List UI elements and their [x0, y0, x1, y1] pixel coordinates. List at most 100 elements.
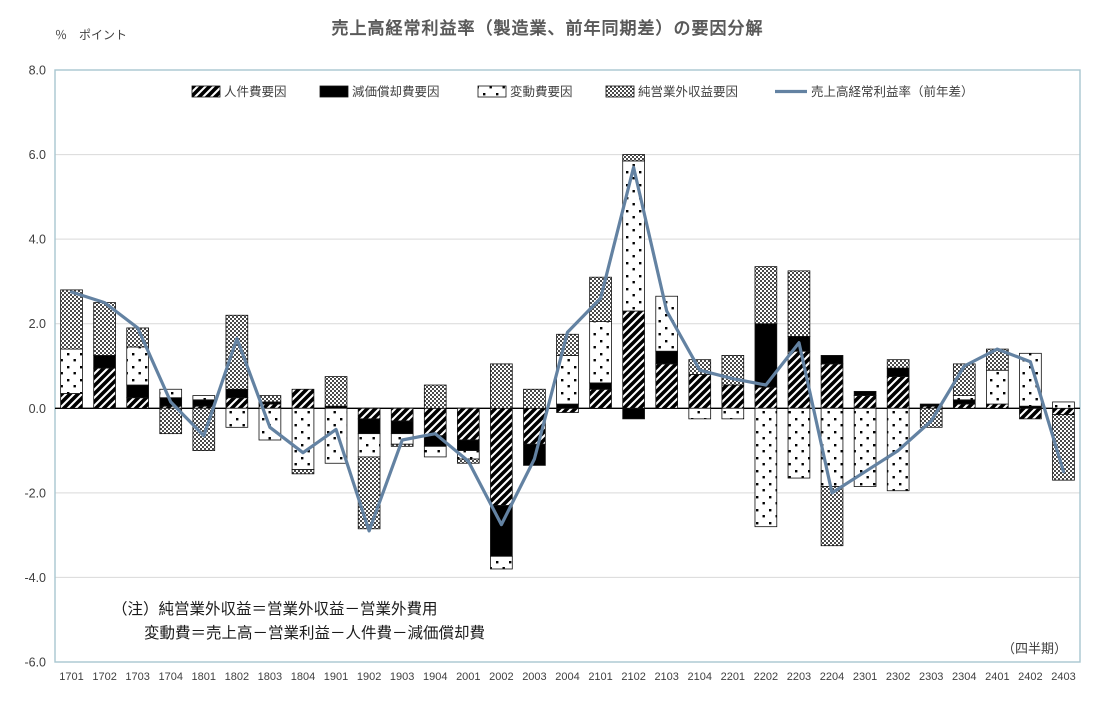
- chart-title: 売上高経常利益率（製造業、前年同期差）の要因分解: [331, 19, 764, 38]
- legend-swatch-hatch: [191, 85, 221, 98]
- bar-segment-1802: [225, 388, 249, 399]
- bar-segment-1702: [93, 355, 116, 369]
- bar-segment-2001: [456, 407, 480, 441]
- x-tick-label: 2303: [919, 671, 943, 683]
- x-tick-label: 2003: [522, 671, 546, 683]
- bar-segment-2304: [952, 399, 976, 405]
- bar-segment-2104: [688, 374, 712, 409]
- x-tick-label: 2102: [621, 671, 645, 683]
- x-tick-label: 2401: [985, 671, 1009, 683]
- bar-segment-2403: [1052, 414, 1075, 481]
- y-tick-label: 4.0: [29, 233, 46, 247]
- bar-segment-2102: [622, 160, 645, 312]
- bar-segment-1802: [225, 397, 249, 409]
- x-tick-label: 1903: [390, 671, 414, 683]
- x-tick-label: 2403: [1051, 671, 1075, 683]
- bar-segment-1903: [390, 420, 414, 435]
- bar-segment-2204: [820, 355, 844, 365]
- bar-segment-1904: [423, 445, 447, 458]
- x-tick-label: 2001: [456, 671, 480, 683]
- legend-label: 減価償却費要因: [352, 84, 440, 99]
- bar-segment-2403: [1052, 407, 1075, 416]
- bar-segment-2202: [754, 407, 778, 528]
- x-tick-label: 2402: [1018, 671, 1042, 683]
- profit-line: [69, 165, 1066, 533]
- bar-segment-2103: [655, 350, 679, 365]
- bar-segment-2302: [886, 367, 910, 377]
- x-tick-label: 1801: [192, 671, 216, 683]
- bar-segment-2002: [490, 407, 513, 506]
- bar-segment-1904: [423, 407, 447, 437]
- y-tick-label: -4.0: [24, 571, 46, 585]
- bar-segment-2003: [523, 388, 546, 409]
- bar-segment-2102: [622, 154, 645, 162]
- legend-label: 変動費要因: [510, 84, 573, 99]
- bar-segment-2101: [589, 382, 612, 390]
- x-tick-label: 2203: [787, 671, 811, 683]
- footnote: （注）純営業外収益＝営業外収益－営業外費用 変動費＝売上高－営業利益－人件費－減…: [112, 598, 485, 646]
- bar-segment-2202: [754, 386, 778, 409]
- x-axis-unit-label: （四半期）: [1001, 641, 1067, 656]
- y-axis-labels: 8.0 6.0 4.0 2.0 0.0 -2.0 -4.0 -6.0: [24, 64, 46, 670]
- bar-segment-2203: [787, 270, 811, 337]
- y-tick-label: 0.0: [29, 402, 46, 416]
- legend-label: 売上高経常利益率（前年差）: [811, 84, 974, 99]
- profit-line-layer: [69, 165, 1066, 533]
- bar-segment-2301: [853, 390, 877, 397]
- x-tick-label: 2103: [654, 671, 678, 683]
- bar-segment-1702: [93, 367, 116, 409]
- bar-segment-1803: [258, 395, 282, 403]
- y-tick-label: -2.0: [24, 486, 46, 500]
- bar-segment-2402: [1019, 407, 1042, 420]
- bar-segment-2201: [721, 407, 745, 420]
- y-tick-label: 6.0: [29, 148, 46, 162]
- bar-segment-1704: [159, 388, 183, 399]
- bar-segment-1802: [225, 314, 249, 390]
- bar-segment-2004: [556, 403, 579, 409]
- footnote-line1: （注）純営業外収益＝営業外収益－営業外費用: [112, 601, 438, 618]
- x-tick-label: 2204: [820, 671, 844, 683]
- x-tick-label: 2202: [754, 671, 778, 683]
- bar-segment-2002: [490, 363, 513, 409]
- x-tick-label: 1702: [92, 671, 116, 683]
- bar-segment-2103: [655, 363, 679, 409]
- x-tick-label: 2004: [555, 671, 579, 683]
- bar-segment-2204: [820, 486, 844, 547]
- x-tick-label: 2302: [886, 671, 910, 683]
- bar-segment-2101: [589, 388, 612, 409]
- bar-segment-1902: [357, 433, 381, 458]
- legend-swatch-crosshatch: [605, 85, 635, 98]
- plot-border: [54, 69, 1081, 663]
- x-tick-label: 2301: [853, 671, 877, 683]
- bar-segment-1703: [126, 346, 149, 386]
- x-tick-label: 1701: [59, 671, 83, 683]
- x-tick-label: 2002: [489, 671, 513, 683]
- bar-segment-1703: [126, 397, 149, 409]
- bar-segment-2304: [952, 363, 976, 396]
- bar-segment-1703: [126, 384, 149, 399]
- x-tick-label: 1803: [258, 671, 282, 683]
- bar-segment-2201: [721, 384, 745, 409]
- bar-segment-1902: [357, 418, 381, 435]
- bar-segment-1701: [60, 348, 83, 394]
- bar-segment-2402: [1019, 352, 1042, 407]
- y-tick-label: 8.0: [29, 64, 46, 78]
- x-tick-label: 1904: [423, 671, 447, 683]
- x-tick-label: 2101: [588, 671, 612, 683]
- bar-segment-2301: [853, 395, 877, 409]
- bar-segment-2302: [886, 376, 910, 409]
- x-tick-label: 1902: [357, 671, 381, 683]
- y-tick-label: 2.0: [29, 317, 46, 331]
- bar-segment-2004: [556, 407, 579, 413]
- x-tick-label: 1704: [158, 671, 182, 683]
- bar-segment-1902: [357, 456, 381, 530]
- bar-segment-2203: [787, 407, 811, 479]
- bar-segment-2102: [622, 407, 645, 420]
- bar-segment-1903: [390, 407, 414, 422]
- x-tick-label: 2304: [952, 671, 976, 683]
- bar-segment-2104: [688, 407, 712, 420]
- x-tick-label: 2201: [721, 671, 745, 683]
- legend-swatch-dots: [477, 85, 507, 98]
- footnote-line2: 変動費＝売上高－営業利益－人件費－減価償却費: [144, 625, 486, 642]
